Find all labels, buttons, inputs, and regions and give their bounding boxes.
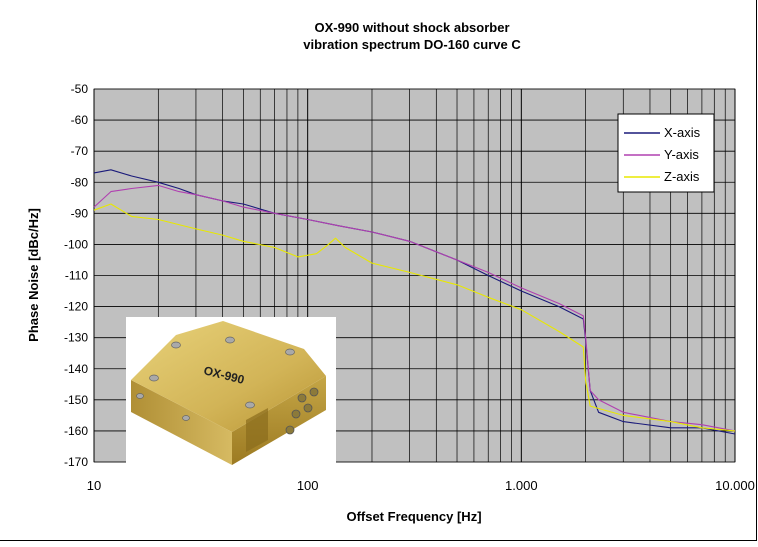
- y-tick-label: -110: [65, 269, 88, 283]
- y-tick-label: -70: [71, 144, 89, 158]
- chart-subtitle: vibration spectrum DO-160 curve C: [303, 37, 521, 52]
- y-tick-label: -120: [64, 300, 88, 314]
- y-tick-label: -140: [64, 362, 88, 376]
- screw-head: [245, 401, 255, 409]
- chart-title: OX-990 without shock absorber: [314, 20, 509, 35]
- y-tick-label: -90: [71, 206, 89, 220]
- y-tick-label: -60: [71, 113, 89, 127]
- device-mounting-slot: [246, 408, 268, 452]
- x-tick-label: 10: [87, 478, 101, 493]
- y-tick-label: -80: [71, 175, 89, 189]
- device-top-face: [131, 321, 326, 432]
- x-tick-labels: 10 100 1.000 10.000: [87, 478, 755, 493]
- legend-box: [617, 113, 715, 193]
- y-tick-label: -130: [64, 331, 88, 345]
- connector: [297, 393, 307, 403]
- product-photo-inset: OX-990: [126, 317, 336, 470]
- legend-label-y: Y-axis: [664, 147, 699, 162]
- legend-label-z: Z-axis: [664, 169, 700, 184]
- connector: [291, 409, 301, 419]
- screw-head: [171, 341, 181, 349]
- y-tick-label: -50: [71, 82, 89, 96]
- series-line-y: [93, 184, 736, 432]
- screw-head: [136, 393, 144, 399]
- y-axis-label: Phase Noise [dBc/Hz]: [26, 208, 41, 342]
- y-tick-label: -160: [64, 424, 88, 438]
- x-tick-label: 100: [297, 478, 319, 493]
- legend-label-x: X-axis: [664, 125, 701, 140]
- connector: [309, 387, 319, 397]
- y-tick-label: -100: [64, 237, 88, 251]
- device-front-face: [131, 380, 232, 465]
- y-tick-labels: -50 -60 -70 -80 -90 -100 -110 -120 -130 -140 -150 -…: [64, 82, 88, 469]
- screw-head: [182, 415, 190, 421]
- screw-head: [225, 336, 235, 344]
- x-tick-label: 10.000: [715, 478, 755, 493]
- connector: [303, 403, 313, 413]
- series-line-z: [93, 203, 736, 432]
- x-tick-label: 1.000: [505, 478, 538, 493]
- series-lines: [93, 169, 736, 435]
- legend: X-axis Y-axis Z-axis: [617, 113, 715, 193]
- screw-head: [285, 348, 295, 356]
- connector: [285, 425, 295, 435]
- y-tick-label: -170: [64, 455, 88, 469]
- screw-head: [149, 374, 159, 382]
- y-tick-label: -150: [64, 393, 88, 407]
- x-axis-label: Offset Frequency [Hz]: [346, 509, 481, 524]
